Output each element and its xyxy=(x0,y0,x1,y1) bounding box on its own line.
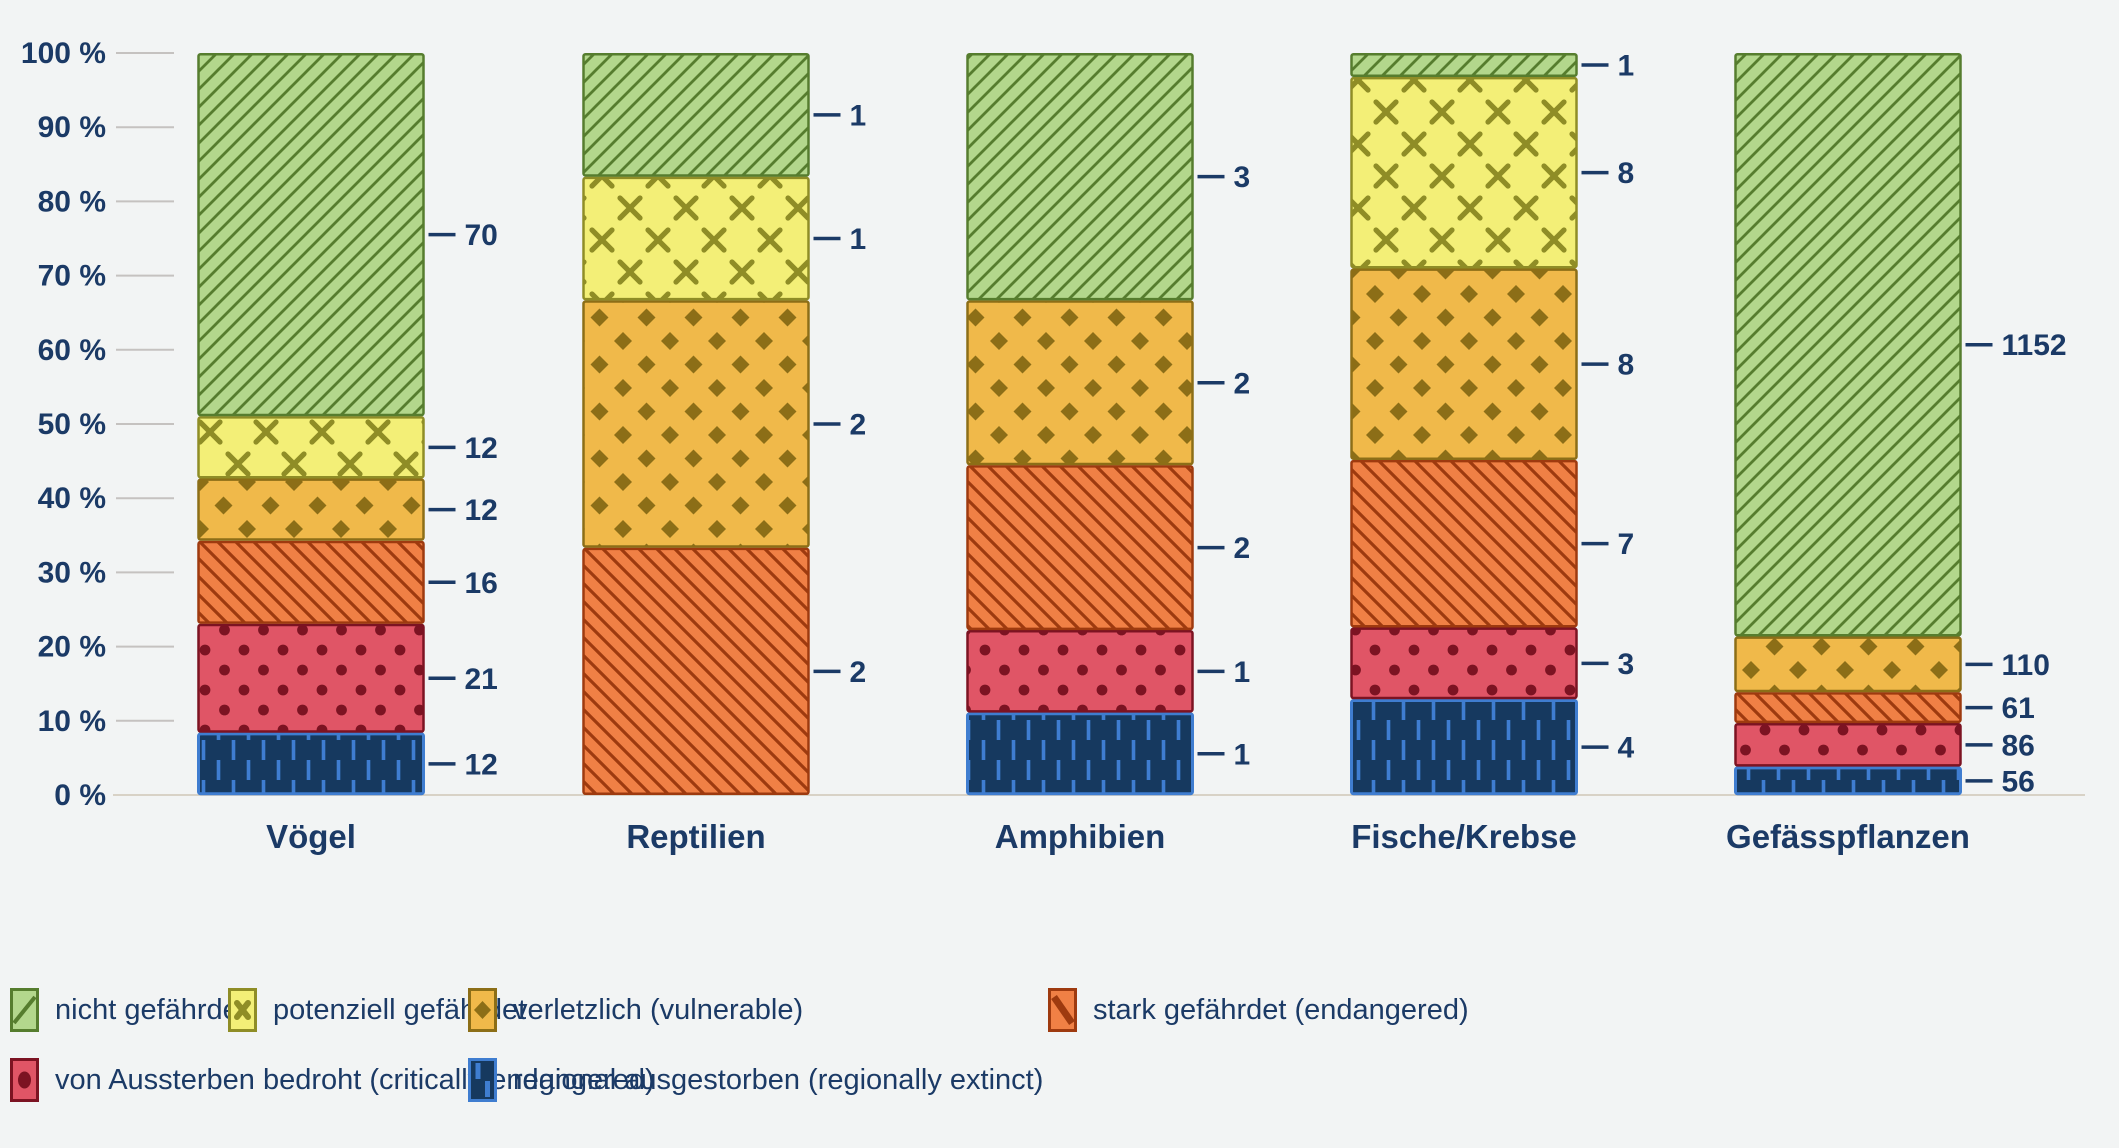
value-label: 3 xyxy=(1618,648,1635,681)
bar-segment xyxy=(1734,723,1962,767)
y-axis-tick-label: 100 % xyxy=(21,37,106,70)
value-label: 2 xyxy=(850,409,867,442)
bar-segment xyxy=(582,52,810,177)
bar-segment xyxy=(1734,52,1962,637)
bar-segment xyxy=(966,300,1194,466)
value-label: 12 xyxy=(465,494,498,527)
category-label: Fische/Krebse xyxy=(1351,818,1577,855)
value-label: 1152 xyxy=(2002,329,2067,362)
value-label: 21 xyxy=(465,663,498,696)
bar-segment xyxy=(197,732,425,796)
value-label: 12 xyxy=(465,748,498,781)
bar-segment xyxy=(582,547,810,796)
y-axis-tick-label: 90 % xyxy=(38,111,106,144)
category-label: Amphibien xyxy=(995,818,1166,855)
y-axis-tick-label: 70 % xyxy=(38,260,106,293)
value-label: 70 xyxy=(465,219,498,252)
y-axis-tick-label: 20 % xyxy=(38,631,106,664)
bar-segment xyxy=(197,540,425,624)
bar-segment xyxy=(197,416,425,479)
category-label: Gefässpflanzen xyxy=(1726,818,1970,855)
value-label: 16 xyxy=(465,567,498,600)
value-label: 12 xyxy=(465,432,498,465)
bar-segment xyxy=(1734,636,1962,693)
y-axis-tick-label: 60 % xyxy=(38,334,106,367)
y-axis-tick-label: 50 % xyxy=(38,408,106,441)
bar-segment xyxy=(197,623,425,733)
value-label: 1 xyxy=(850,223,867,256)
value-label: 8 xyxy=(1618,349,1635,382)
y-axis-tick-label: 80 % xyxy=(38,185,106,218)
bar-segment xyxy=(966,52,1194,301)
value-label: 61 xyxy=(2002,692,2035,725)
bar-segment xyxy=(1734,766,1962,796)
category-label: Reptilien xyxy=(626,818,765,855)
value-label: 56 xyxy=(2002,765,2035,798)
value-label: 86 xyxy=(2002,729,2035,762)
bar-segment xyxy=(966,712,1194,796)
bar-segment xyxy=(966,465,1194,631)
bar-segment xyxy=(1734,692,1962,724)
value-label: 8 xyxy=(1618,157,1635,190)
bar-segment xyxy=(1350,698,1578,796)
value-label: 1 xyxy=(1234,656,1251,689)
category-label: Vögel xyxy=(266,818,356,855)
value-label: 1 xyxy=(850,99,867,132)
value-label: 110 xyxy=(2002,649,2050,682)
bar-segment xyxy=(197,52,425,417)
bar-segment xyxy=(582,300,810,548)
value-label: 2 xyxy=(1234,532,1251,565)
value-label: 1 xyxy=(1618,49,1635,82)
bar-segment xyxy=(1350,268,1578,460)
bar-segment xyxy=(197,478,425,541)
value-label: 2 xyxy=(850,656,867,689)
value-label: 4 xyxy=(1618,732,1635,765)
value-label: 1 xyxy=(1234,738,1251,771)
value-label: 7 xyxy=(1618,528,1635,561)
bar-segment xyxy=(966,630,1194,713)
value-label: 2 xyxy=(1234,367,1251,400)
bar-segment xyxy=(1350,459,1578,628)
y-axis-tick-label: 40 % xyxy=(38,482,106,515)
y-axis-tick-label: 10 % xyxy=(38,705,106,738)
bar-segment xyxy=(1350,52,1578,77)
bar-segment xyxy=(1350,627,1578,700)
y-axis-tick-label: 30 % xyxy=(38,556,106,589)
value-label: 3 xyxy=(1234,161,1251,194)
bar-segment xyxy=(582,176,810,301)
bar-segment xyxy=(1350,76,1578,269)
y-axis-tick-label: 0 % xyxy=(54,779,106,812)
